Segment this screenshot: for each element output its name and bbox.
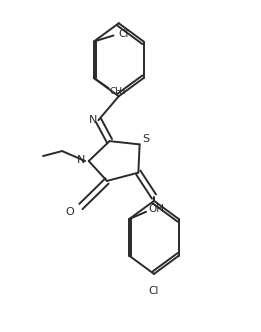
Text: S: S	[142, 134, 149, 144]
Text: Cl: Cl	[149, 286, 159, 296]
Text: N: N	[77, 155, 86, 165]
Text: N: N	[88, 115, 97, 125]
Text: CH₃: CH₃	[110, 87, 127, 97]
Text: OH: OH	[148, 204, 164, 214]
Text: O: O	[66, 207, 74, 217]
Text: Cl: Cl	[119, 29, 129, 39]
